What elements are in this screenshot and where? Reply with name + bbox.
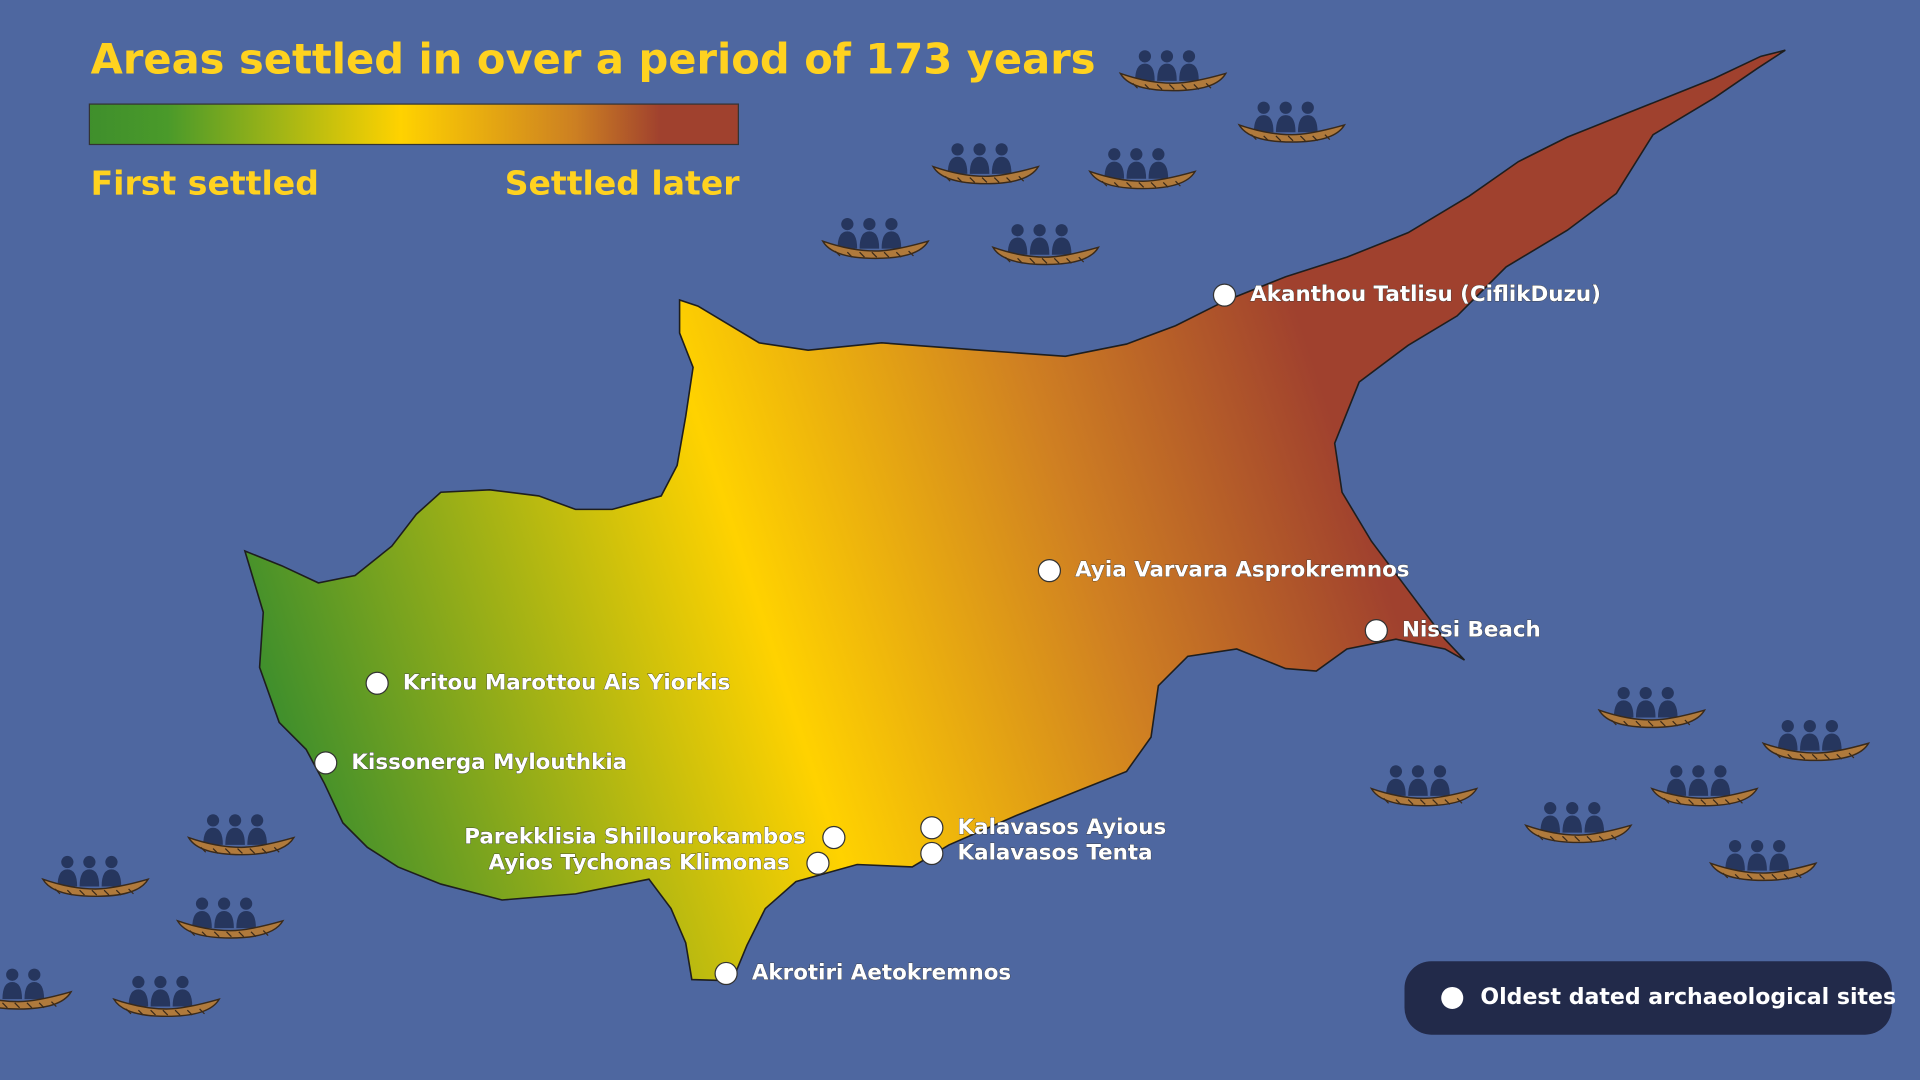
legend-start: First settled	[91, 164, 319, 203]
site-label: Kissonerga Mylouthkia	[351, 750, 627, 775]
site-label: Nissi Beach	[1402, 618, 1541, 643]
gradient-bar	[88, 103, 739, 146]
site-dot	[314, 751, 338, 775]
site-dot	[1037, 558, 1062, 583]
site-dot	[1364, 618, 1388, 643]
site-dot	[365, 671, 389, 695]
site-dot	[822, 825, 846, 850]
site-dot	[920, 841, 944, 866]
key-label: Oldest dated archaeological sites	[1480, 985, 1896, 1010]
sites: Akanthou Tatlisu (CiflikDuzu) Ayia Varva…	[314, 282, 1601, 986]
site-dot	[920, 816, 944, 840]
site-dot	[1212, 283, 1237, 307]
site-label: Parekklisia Shillourokambos	[464, 825, 805, 850]
site-label: Kritou Marottou Ais Yiorkis	[403, 670, 731, 695]
legend-end: Settled later	[505, 164, 741, 203]
key-dot	[1441, 986, 1464, 1009]
island	[243, 49, 1786, 982]
site-label: Kalavasos Tenta	[958, 840, 1153, 865]
map-title: Areas settled in over a period of 173 ye…	[91, 34, 1096, 83]
key: Oldest dated archaeological sites	[1404, 961, 1896, 1035]
site-label: Ayios Tychonas Klimonas	[489, 850, 790, 875]
site-label: Ayia Varvara Asprokremnos	[1075, 558, 1409, 583]
site-label: Akrotiri Aetokremnos	[752, 960, 1011, 985]
site-label: Akanthou Tatlisu (CiflikDuzu)	[1250, 282, 1601, 307]
key-box	[1404, 961, 1892, 1035]
site-dot	[806, 851, 830, 875]
site-dot	[714, 961, 738, 986]
site-label: Kalavasos Ayious	[958, 815, 1167, 840]
